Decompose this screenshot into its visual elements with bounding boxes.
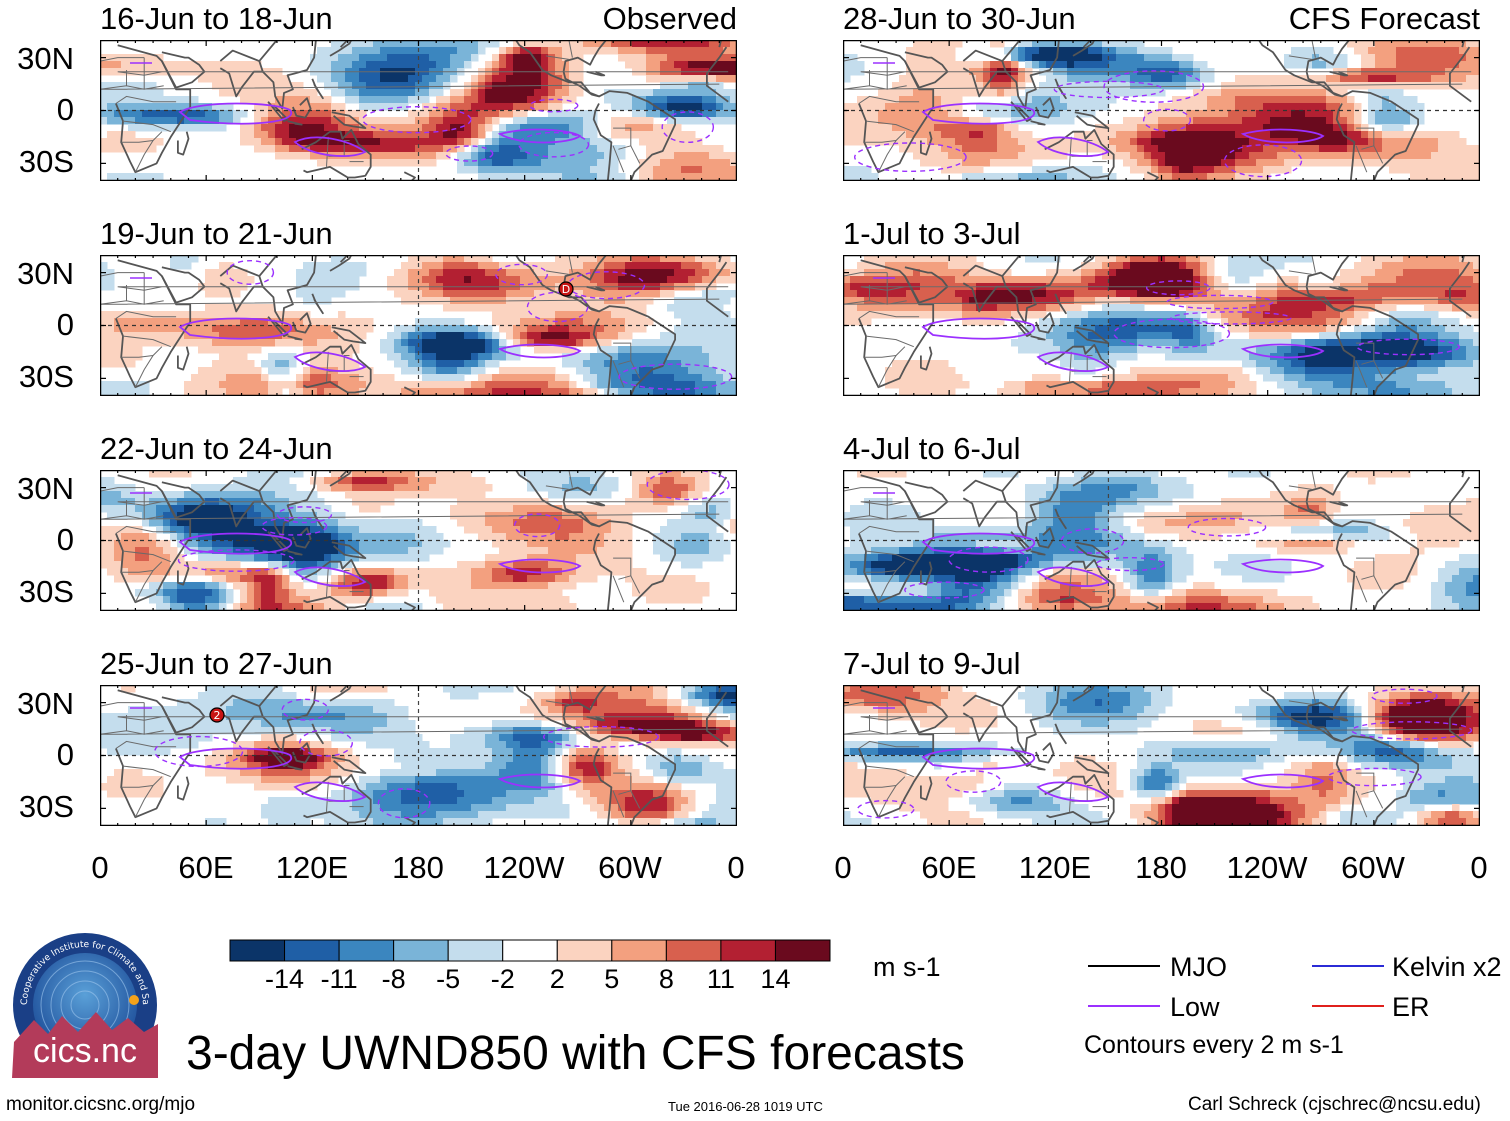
lat-label: 0 [56, 737, 74, 772]
lat-label: 30S [18, 359, 74, 394]
lat-label: 30N [17, 471, 74, 506]
panel-title: 7-Jul to 9-Jul [843, 646, 1021, 681]
colorbar-tick-label: -11 [320, 964, 358, 994]
observed-label: Observed [602, 1, 737, 36]
map-panel-obs-2: D [100, 255, 737, 396]
lat-label: 0 [56, 522, 74, 557]
map-panel-fc-4 [843, 685, 1480, 826]
main-title: 3-day UWND850 with CFS forecasts [186, 1027, 965, 1080]
lon-label: 0 [91, 850, 109, 885]
colorbar-swatch [393, 939, 449, 962]
panel-title: 16-Jun to 18-Jun [100, 1, 333, 36]
lon-label: 120W [483, 850, 565, 885]
lat-label: 30S [18, 789, 74, 824]
panel-title: 4-Jul to 6-Jul [843, 431, 1021, 466]
footer-timestamp: Tue 2016-06-28 1019 UTC [668, 1099, 823, 1114]
lat-label: 30N [17, 41, 74, 76]
map-panel-fc-2 [843, 255, 1480, 396]
colorbar-tick-label: -5 [436, 964, 461, 994]
lat-label: 0 [56, 92, 74, 127]
lat-label: 30N [17, 686, 74, 721]
colorbar-swatch [774, 939, 831, 962]
colorbar-tick-label: -8 [381, 964, 406, 994]
lon-label: 180 [1135, 850, 1187, 885]
lon-label: 120E [1018, 850, 1092, 885]
colorbar-tick-label: 8 [658, 964, 674, 994]
legend-line-er [1312, 1005, 1384, 1007]
storm-marker-label: 2 [214, 709, 221, 722]
storm-marker-label: D [562, 283, 570, 296]
colorbar-swatch [611, 939, 667, 962]
storm-marker: D [558, 281, 574, 297]
lon-label: 0 [834, 850, 852, 885]
lon-label: 60W [1341, 850, 1405, 885]
lat-label: 30N [17, 256, 74, 291]
cics-logo: Cooperative Institute for Climate and Sa… [12, 932, 158, 1078]
logo-text: cics.nc [33, 1032, 137, 1070]
colorbar-tick-label: 11 [706, 964, 735, 994]
colorbar-swatch [447, 939, 504, 962]
lon-label: 60E [921, 850, 977, 885]
colorbar-tick-label: 14 [760, 964, 791, 994]
legend-label-kelvin: Kelvin x2 [1392, 952, 1502, 982]
legend-label-er: ER [1392, 992, 1430, 1022]
lon-label: 120E [275, 850, 349, 885]
footer-author: Carl Schreck (cjschrec@ncsu.edu) [1188, 1094, 1481, 1115]
lon-label: 60E [178, 850, 234, 885]
panel-title: 1-Jul to 3-Jul [843, 216, 1021, 251]
lon-label: 180 [392, 850, 444, 885]
lon-label: 60W [598, 850, 662, 885]
map-panel-fc-3 [843, 470, 1480, 611]
contour-note: Contours every 2 m s-1 [1084, 1031, 1344, 1059]
panel-title: 19-Jun to 21-Jun [100, 216, 333, 251]
map-panel-obs-3 [100, 470, 737, 611]
colorbar-units: m s-1 [873, 952, 941, 982]
map-panel-fc-1 [843, 40, 1480, 181]
lat-label: 30S [18, 574, 74, 609]
colorbar-tick-label: 5 [604, 964, 620, 994]
lat-label: 0 [56, 307, 74, 342]
panel-title: 25-Jun to 27-Jun [100, 646, 333, 681]
colorbar-swatch [284, 939, 340, 962]
colorbar [229, 939, 831, 962]
panel-title: 28-Jun to 30-Jun [843, 1, 1076, 36]
forecast-label: CFS Forecast [1288, 1, 1480, 36]
lon-label: 0 [727, 850, 745, 885]
colorbar-tick-label: -14 [265, 964, 305, 994]
lon-label: 0 [1470, 850, 1488, 885]
colorbar-swatch [502, 939, 558, 962]
lat-label: 30S [18, 144, 74, 179]
colorbar-swatch [665, 939, 722, 962]
legend-label-low: Low [1170, 992, 1220, 1022]
legend-line-kelvin [1312, 965, 1384, 967]
legend-line-low [1088, 1005, 1160, 1007]
map-panel-obs-4: 2 [100, 685, 737, 826]
colorbar-swatch [229, 939, 286, 962]
legend-line-mjo [1088, 965, 1160, 967]
colorbar-tick-label: -2 [490, 964, 515, 994]
lon-label: 120W [1226, 850, 1308, 885]
footer-url[interactable]: monitor.cicsnc.org/mjo [6, 1094, 196, 1115]
colorbar-tick-label: 2 [549, 964, 565, 994]
colorbar-swatch [556, 939, 613, 962]
panel-title: 22-Jun to 24-Jun [100, 431, 333, 466]
colorbar-swatch [720, 939, 776, 962]
colorbar-swatch [338, 939, 395, 962]
storm-marker: 2 [209, 707, 225, 723]
legend-label-mjo: MJO [1170, 952, 1227, 982]
map-panel-obs-1 [100, 40, 737, 181]
